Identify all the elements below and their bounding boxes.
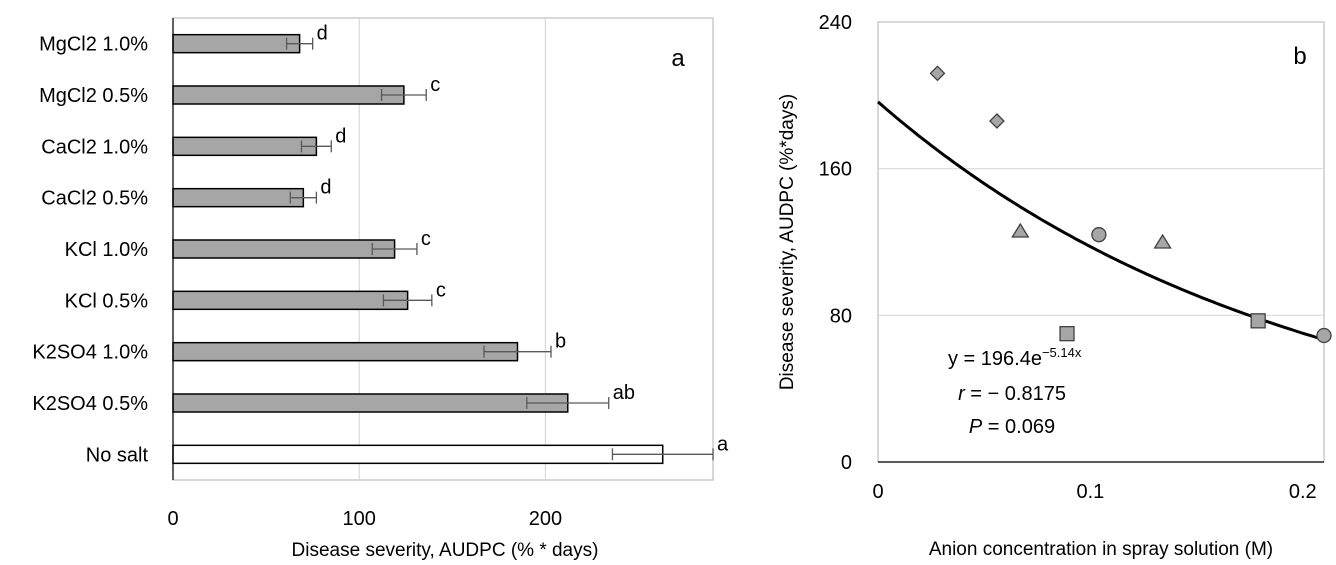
bar-1: [172, 85, 405, 105]
correlation-value: = − 0.8175: [965, 383, 1066, 405]
bar-3: [172, 187, 305, 208]
x-tick-label-b-0: 0: [872, 481, 883, 503]
category-label-4: KCl 1.0%: [65, 239, 149, 261]
significance-letter-2: d: [335, 125, 346, 147]
panel-label-a: a: [671, 45, 685, 72]
category-label-6: K2SO4 1.0%: [32, 342, 148, 364]
y-tick-label-b-0: 0: [841, 452, 852, 474]
fit-equation-exponent: −5.14x: [1042, 345, 1082, 360]
exponential-fit-curve: [877, 100, 1325, 342]
significance-letters-a: d c d d c c b ab a: [317, 23, 729, 456]
significance-letter-1: c: [430, 74, 440, 96]
p-symbol: P: [969, 416, 983, 438]
marker-diamond-0: [929, 65, 946, 82]
category-label-0: MgCl2 1.0%: [39, 34, 148, 56]
bar-4: [172, 239, 396, 259]
marker-triangle-2: [1011, 222, 1030, 238]
category-label-7: K2SO4 0.5%: [32, 393, 148, 415]
significance-letter-8: a: [717, 433, 729, 455]
correlation-symbol: r: [958, 383, 966, 405]
y-axis-title-b: Disease severity, AUDPC (%*days): [777, 94, 798, 390]
significance-letter-0: d: [317, 23, 328, 45]
category-labels-a: MgCl2 1.0% MgCl2 0.5% CaCl2 1.0% CaCl2 0.5%…: [32, 34, 148, 467]
category-label-5: KCl 0.5%: [65, 290, 149, 312]
marker-triangle-3: [1153, 233, 1172, 249]
data-points-b: [929, 65, 1332, 344]
x-tick-labels-b: 0 0.1 0.2: [872, 481, 1316, 503]
bar-chart-panel-a: d c d d c c b ab a MgCl2 1.0% MgCl2 0.5% CaCl2 1.0…: [32, 17, 729, 561]
significance-letter-4: c: [421, 228, 431, 250]
category-label-2: CaCl2 1.0%: [41, 136, 148, 158]
category-label-3: CaCl2 0.5%: [41, 188, 148, 210]
bar-5: [172, 290, 409, 311]
bar-7: [172, 393, 569, 413]
bar-2: [172, 136, 318, 157]
marker-diamond-1: [989, 113, 1005, 129]
p-value: = 0.069: [982, 416, 1055, 438]
marker-square-7: [1250, 313, 1266, 329]
scatter-chart-panel-b: 0 80 160 240 0 0.1 0.2 b Disease severity, AU…: [777, 12, 1332, 560]
bar-0: [172, 33, 301, 54]
significance-letter-5: c: [436, 279, 446, 301]
x-tick-label-b-2: 0.2: [1289, 481, 1317, 503]
y-tick-label-b-3: 240: [819, 12, 852, 34]
correlation-label: r = − 0.8175: [958, 383, 1066, 405]
fit-equation-base: y = 196.4e: [948, 348, 1042, 370]
x-tick-label-a-0: 0: [167, 508, 178, 530]
marker-square-6: [1059, 326, 1075, 342]
p-value-label: P = 0.069: [969, 416, 1055, 438]
category-label-1: MgCl2 0.5%: [39, 85, 148, 107]
x-axis-title-b: Anion concentration in spray solution (M…: [929, 539, 1273, 560]
y-tick-label-b-2: 160: [819, 159, 852, 181]
y-tick-labels-b: 0 80 160 240: [819, 12, 852, 474]
bars-a: [172, 33, 664, 465]
panel-label-b: b: [1293, 43, 1306, 70]
marker-circle-4: [1091, 227, 1107, 243]
category-label-8: No salt: [86, 444, 149, 466]
y-tick-label-b-1: 80: [830, 305, 852, 327]
x-axis-title-a: Disease severity, AUDPC (% * days): [292, 540, 599, 561]
x-tick-label-b-1: 0.1: [1076, 481, 1104, 503]
error-bars-a: [285, 37, 714, 461]
marker-circle-5: [1316, 327, 1332, 344]
bar-8: [172, 444, 664, 465]
significance-letter-3: d: [320, 177, 331, 199]
x-tick-label-a-1: 100: [343, 508, 376, 530]
x-tick-label-a-2: 200: [529, 508, 562, 530]
significance-letter-7: ab: [613, 382, 635, 404]
bar-6: [172, 341, 519, 362]
x-tick-labels-a: 0 100 200: [167, 508, 562, 530]
significance-letter-6: b: [555, 331, 566, 353]
fit-equation: y = 196.4e−5.14x: [948, 345, 1082, 370]
